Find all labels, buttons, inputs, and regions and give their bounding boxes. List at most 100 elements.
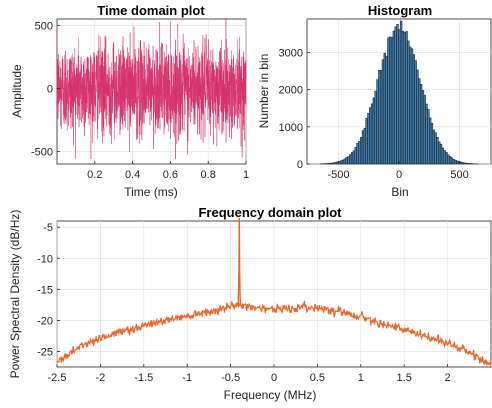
histogram-bar	[349, 154, 352, 165]
histogram-bar	[370, 103, 374, 165]
histogram-bar	[345, 157, 348, 165]
x-tick-label: 0.4	[125, 169, 140, 181]
frequency-domain-title: Frequency domain plot	[198, 205, 342, 220]
histogram-bar	[379, 70, 383, 165]
histogram-bar	[425, 103, 428, 165]
histogram-bar	[376, 79, 379, 165]
histogram-bar	[352, 150, 356, 165]
frequency-domain-x-ticks: -2.5 -2 -1.5 -1 -0.5 0 0.5 1 1.5 2	[48, 364, 451, 384]
histogram-bar	[396, 24, 399, 165]
histogram-bar	[412, 54, 415, 165]
y-tick-label: 0	[47, 83, 53, 95]
histogram-bar	[419, 84, 423, 165]
time-domain-y-ticks: -500 0 500	[31, 20, 60, 158]
time-domain-x-ticks: 0.2 0.4 0.6 0.8 1	[87, 161, 249, 181]
time-domain-panel: Time domain plot 0.2 0.4 0.6 0.8 1 -5000500 …	[10, 3, 249, 199]
histogram-bar	[430, 122, 434, 165]
x-tick-label: 2	[445, 372, 451, 384]
histogram-bar	[434, 132, 437, 165]
histogram-bar	[401, 30, 405, 165]
histogram-bar	[369, 107, 372, 165]
histogram-bar	[394, 26, 397, 165]
histogram-bar	[403, 32, 406, 165]
histogram-bar	[329, 163, 332, 165]
histogram-ylabel: Number in bin	[257, 54, 271, 129]
x-tick-label: 1	[243, 169, 249, 181]
histogram-bar	[439, 143, 443, 165]
histogram-bar	[343, 158, 346, 165]
histogram-bar	[341, 159, 345, 165]
x-tick-label: -1	[182, 372, 192, 384]
frequency-domain-y-ticks: -25 -20 -15 -10 -5	[37, 222, 60, 358]
x-tick-label: 0.6	[163, 169, 178, 181]
histogram-bar	[399, 20, 403, 165]
frequency-domain-grid	[56, 221, 491, 367]
histogram-bar	[347, 156, 350, 165]
histogram-bar	[367, 113, 370, 165]
y-tick-label: 1000	[279, 122, 303, 134]
y-tick-label: -15	[37, 284, 53, 296]
histogram-bar	[383, 53, 386, 165]
histogram-bar	[354, 147, 357, 165]
histogram-bar	[441, 147, 445, 165]
psd-trace	[56, 300, 492, 366]
histogram-bar	[398, 29, 401, 165]
x-tick-label: 500	[450, 169, 468, 181]
x-tick-label: 1	[358, 372, 364, 384]
histogram-bar	[332, 162, 336, 165]
histogram-bar	[374, 90, 377, 165]
histogram-bar	[445, 152, 448, 165]
y-tick-label: -10	[37, 253, 53, 265]
histogram-bar	[381, 59, 385, 165]
x-tick-label: 0	[271, 372, 277, 384]
histogram-x-ticks: -500 0 500	[327, 161, 469, 181]
histogram-bar	[409, 46, 412, 165]
x-tick-label: -2.5	[48, 372, 67, 384]
frequency-domain-panel: Frequency domain plot -2.5 -2 -1.5 -1 -0.5 0 0…	[8, 205, 492, 402]
histogram-bar	[432, 129, 435, 165]
histogram-bar	[405, 31, 408, 165]
x-tick-label: -1.5	[134, 372, 153, 384]
histogram-bar	[334, 162, 337, 165]
histogram-bar	[436, 136, 439, 165]
histogram-bar	[438, 141, 441, 165]
x-tick-label: 0.2	[87, 169, 102, 181]
histogram-bar	[421, 90, 425, 165]
y-tick-label: -25	[37, 346, 53, 358]
histogram-bar	[387, 37, 390, 165]
histogram-y-ticks: 0 1000 2000 3000	[279, 47, 310, 171]
histogram-bar	[463, 162, 466, 165]
histogram-panel: Histogram -500 0 500 0 1000 2000 3000 Bin Num…	[257, 3, 492, 199]
histogram-bar	[389, 36, 392, 165]
frequency-domain-ylabel: Power Spectral Density (dB/Hz)	[8, 210, 22, 379]
histogram-bar	[459, 161, 463, 165]
histogram-bar	[448, 156, 452, 165]
histogram-bar	[392, 30, 396, 165]
histogram-bar	[378, 70, 381, 165]
histogram-bar	[363, 127, 366, 165]
histogram-bar	[467, 163, 470, 165]
histogram-bar	[358, 141, 361, 165]
histogram-bar	[372, 97, 376, 165]
histogram-bar	[429, 117, 432, 165]
histogram-bar	[416, 69, 419, 165]
histogram-bar	[407, 40, 410, 165]
histogram-bar	[385, 55, 388, 165]
histogram-bar	[361, 130, 365, 165]
x-tick-label: 0.5	[310, 372, 325, 384]
histogram-bar	[340, 160, 343, 165]
x-tick-label: -2	[96, 372, 106, 384]
histogram-bar	[360, 137, 363, 165]
y-tick-label: 0	[297, 159, 303, 171]
histogram-bar	[327, 163, 330, 165]
y-tick-label: -5	[43, 222, 53, 234]
histogram-bar	[410, 48, 414, 165]
histogram-bar	[452, 159, 455, 165]
histogram-bar	[365, 117, 368, 165]
histogram-plot-area	[320, 20, 479, 165]
y-tick-label: 3000	[279, 47, 303, 59]
x-tick-label: 0.8	[201, 169, 216, 181]
time-domain-plot-area	[56, 17, 247, 159]
time-domain-signal	[56, 17, 247, 159]
histogram-bar	[450, 157, 454, 165]
